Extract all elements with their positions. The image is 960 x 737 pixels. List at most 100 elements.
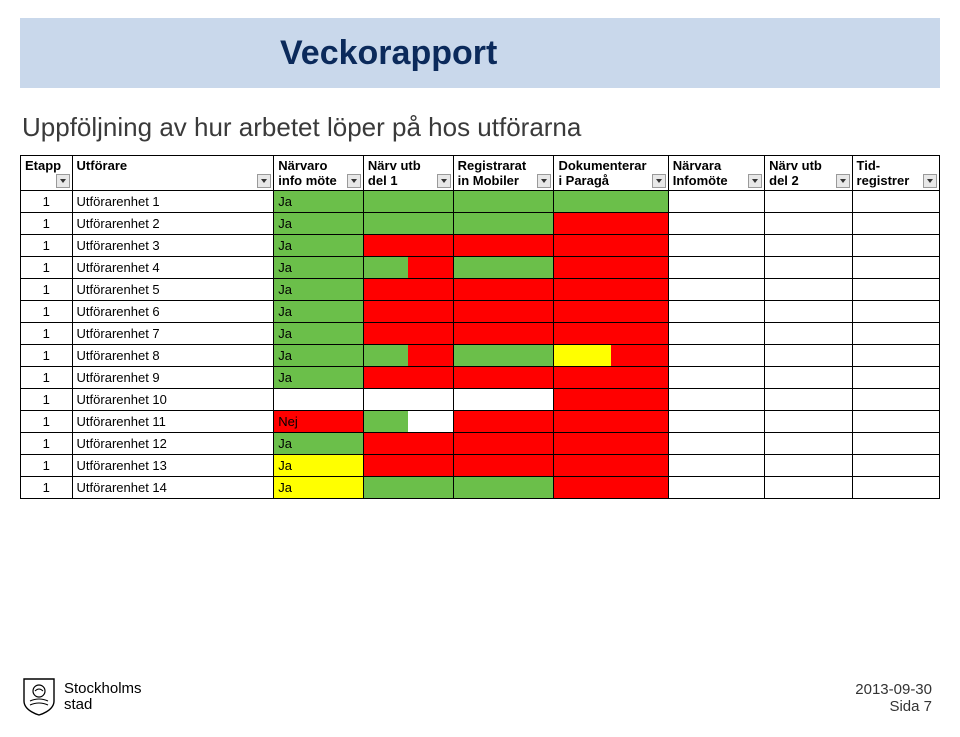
filter-dropdown-icon[interactable] <box>537 174 551 188</box>
cell-narvaro: Ja <box>274 301 364 323</box>
cell-narvara-infomote <box>668 367 764 389</box>
cell-narvaro: Ja <box>274 191 364 213</box>
cell-tidregistrer <box>852 477 939 499</box>
column-header: Närv utbdel 2 <box>765 156 852 191</box>
cell-registrarat <box>453 257 554 279</box>
column-header: Registraratin Mobiler <box>453 156 554 191</box>
footer-brand-text: Stockholms stad <box>64 681 142 713</box>
cell-del2 <box>765 191 852 213</box>
cell-narvaro: Nej <box>274 411 364 433</box>
cell-dokumenterar <box>554 411 668 433</box>
column-header: Etapp <box>21 156 73 191</box>
cell-narvaro: Ja <box>274 235 364 257</box>
page-title: Veckorapport <box>280 34 497 73</box>
cell-dokumenterar <box>554 191 668 213</box>
cell-etapp: 1 <box>21 235 73 257</box>
filter-dropdown-icon[interactable] <box>652 174 666 188</box>
filter-dropdown-icon[interactable] <box>437 174 451 188</box>
cell-etapp: 1 <box>21 213 73 235</box>
cell-del2 <box>765 345 852 367</box>
cell-tidregistrer <box>852 323 939 345</box>
cell-del1 <box>363 477 453 499</box>
cell-tidregistrer <box>852 345 939 367</box>
cell-tidregistrer <box>852 411 939 433</box>
filter-dropdown-icon[interactable] <box>347 174 361 188</box>
cell-narvaro: Ja <box>274 367 364 389</box>
footer-logo: Stockholms stad <box>22 677 142 717</box>
cell-del2 <box>765 477 852 499</box>
cell-etapp: 1 <box>21 345 73 367</box>
cell-narvaro: Ja <box>274 477 364 499</box>
table-row: 1Utförarenhet 10 <box>21 389 940 411</box>
cell-del2 <box>765 433 852 455</box>
cell-utforare: Utförarenhet 9 <box>72 367 274 389</box>
cell-etapp: 1 <box>21 455 73 477</box>
table-row: 1Utförarenhet 11Nej <box>21 411 940 433</box>
cell-narvaro: Ja <box>274 455 364 477</box>
table-row: 1Utförarenhet 14Ja <box>21 477 940 499</box>
filter-dropdown-icon[interactable] <box>257 174 271 188</box>
cell-narvaro: Ja <box>274 257 364 279</box>
cell-del2 <box>765 213 852 235</box>
cell-tidregistrer <box>852 257 939 279</box>
cell-narvara-infomote <box>668 213 764 235</box>
cell-narvaro: Ja <box>274 279 364 301</box>
cell-utforare: Utförarenhet 10 <box>72 389 274 411</box>
cell-etapp: 1 <box>21 367 73 389</box>
table-row: 1Utförarenhet 13Ja <box>21 455 940 477</box>
cell-narvaro: Ja <box>274 323 364 345</box>
cell-dokumenterar <box>554 389 668 411</box>
cell-dokumenterar <box>554 323 668 345</box>
cell-registrarat <box>453 345 554 367</box>
cell-utforare: Utförarenhet 3 <box>72 235 274 257</box>
cell-registrarat <box>453 367 554 389</box>
cell-del1 <box>363 257 453 279</box>
cell-del2 <box>765 455 852 477</box>
filter-dropdown-icon[interactable] <box>56 174 70 188</box>
table-row: 1Utförarenhet 8Ja <box>21 345 940 367</box>
cell-dokumenterar <box>554 213 668 235</box>
cell-del1 <box>363 191 453 213</box>
cell-utforare: Utförarenhet 5 <box>72 279 274 301</box>
cell-del2 <box>765 389 852 411</box>
cell-utforare: Utförarenhet 1 <box>72 191 274 213</box>
footer-meta: 2013-09-30 Sida 7 <box>855 681 932 715</box>
cell-dokumenterar <box>554 367 668 389</box>
cell-etapp: 1 <box>21 279 73 301</box>
cell-dokumenterar <box>554 455 668 477</box>
cell-narvara-infomote <box>668 477 764 499</box>
cell-registrarat <box>453 279 554 301</box>
column-header: Dokumenterari Paragå <box>554 156 668 191</box>
cell-etapp: 1 <box>21 411 73 433</box>
cell-del2 <box>765 411 852 433</box>
cell-utforare: Utförarenhet 6 <box>72 301 274 323</box>
cell-tidregistrer <box>852 235 939 257</box>
table-row: 1Utförarenhet 4Ja <box>21 257 940 279</box>
cell-del2 <box>765 367 852 389</box>
cell-del1 <box>363 213 453 235</box>
cell-tidregistrer <box>852 191 939 213</box>
cell-narvara-infomote <box>668 191 764 213</box>
cell-utforare: Utförarenhet 4 <box>72 257 274 279</box>
cell-del1 <box>363 301 453 323</box>
cell-etapp: 1 <box>21 477 73 499</box>
cell-etapp: 1 <box>21 389 73 411</box>
cell-tidregistrer <box>852 301 939 323</box>
table-row: 1Utförarenhet 5Ja <box>21 279 940 301</box>
cell-del1 <box>363 455 453 477</box>
filter-dropdown-icon[interactable] <box>923 174 937 188</box>
cell-utforare: Utförarenhet 2 <box>72 213 274 235</box>
cell-narvara-infomote <box>668 235 764 257</box>
column-header: Utförare <box>72 156 274 191</box>
cell-narvara-infomote <box>668 257 764 279</box>
page-subtitle: Uppföljning av hur arbetet löper på hos … <box>22 112 581 143</box>
table-row: 1Utförarenhet 1Ja <box>21 191 940 213</box>
table-row: 1Utförarenhet 2Ja <box>21 213 940 235</box>
filter-dropdown-icon[interactable] <box>748 174 762 188</box>
brand-line1: Stockholms <box>64 680 142 697</box>
cell-utforare: Utförarenhet 12 <box>72 433 274 455</box>
footer-page: Sida 7 <box>855 698 932 715</box>
filter-dropdown-icon[interactable] <box>836 174 850 188</box>
cell-tidregistrer <box>852 279 939 301</box>
cell-utforare: Utförarenhet 14 <box>72 477 274 499</box>
